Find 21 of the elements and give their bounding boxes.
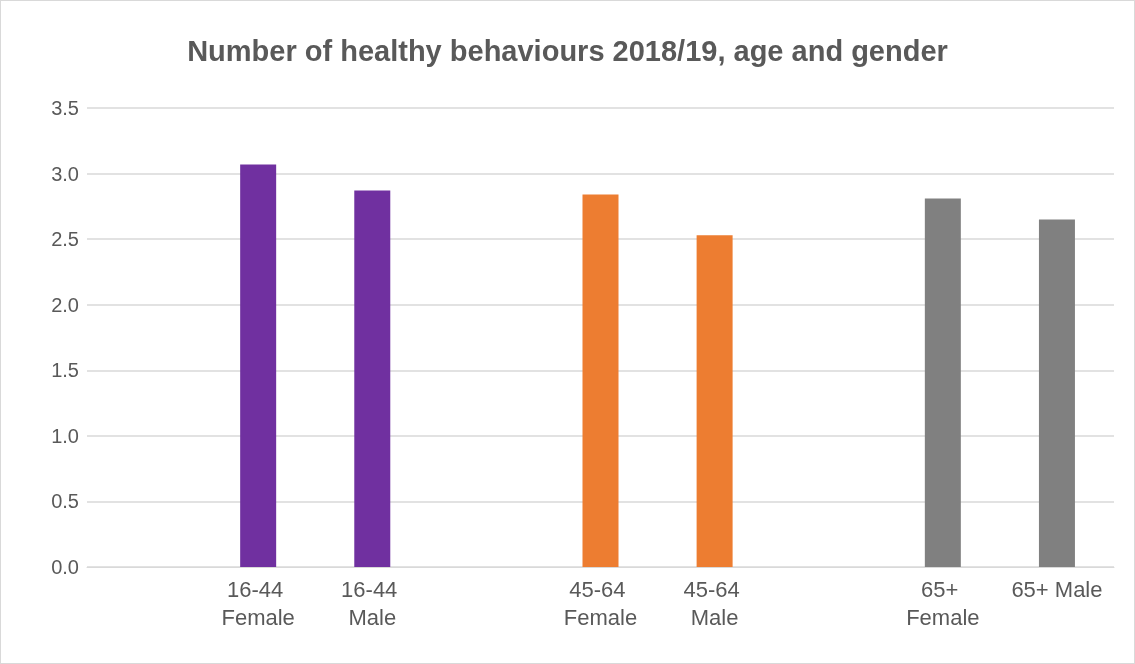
x-tick-label: 45-64 Female xyxy=(563,576,638,630)
y-tick-label: 0.5 xyxy=(51,490,79,513)
x-tick-label: 16-44 Female xyxy=(221,576,295,630)
y-tick-label: 0.0 xyxy=(51,556,79,578)
y-tick-label: 1.5 xyxy=(51,359,79,382)
bar xyxy=(582,194,619,567)
y-tick-label: 3.5 xyxy=(51,97,79,119)
bar xyxy=(696,235,733,567)
x-tick-label: 16-44 Male xyxy=(341,576,404,630)
y-tick-label: 1.0 xyxy=(51,424,79,447)
bar xyxy=(354,190,391,567)
bar xyxy=(924,198,961,567)
y-tick-label: 2.5 xyxy=(51,228,79,251)
bar xyxy=(240,164,277,567)
x-tick-label: 65+ Male xyxy=(1011,576,1103,602)
chart-title: Number of healthy behaviours 2018/19, age and gender xyxy=(187,34,948,67)
y-tick-label: 2.0 xyxy=(51,293,79,316)
x-tick-label: 65+ Female xyxy=(906,576,980,630)
x-tick-label: 45-64 Male xyxy=(683,576,746,630)
y-tick-label: 3.0 xyxy=(51,162,79,185)
bar xyxy=(1038,219,1075,567)
